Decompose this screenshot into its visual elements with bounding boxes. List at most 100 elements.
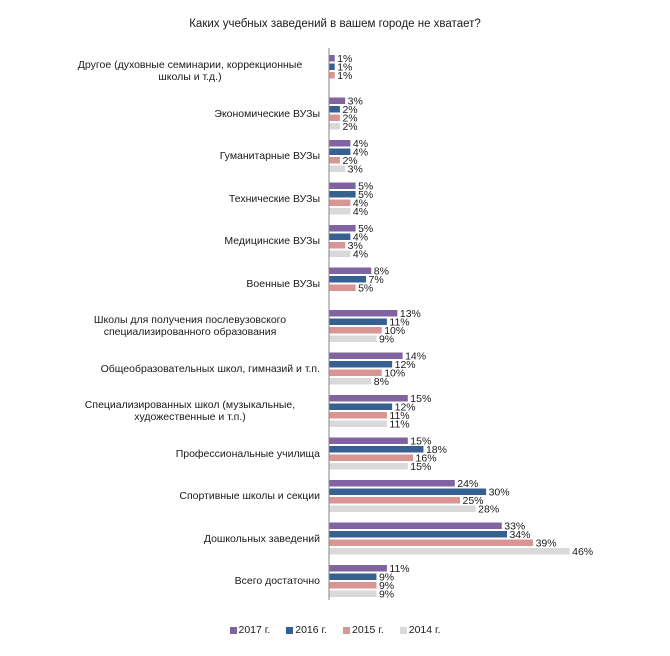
data-label: 34%: [509, 529, 530, 541]
category-label-line: специализированного образования: [103, 326, 277, 338]
data-label: 4%: [353, 249, 368, 261]
category-label-line: Профессиональные училища: [175, 447, 320, 460]
category-label: Специализированных школ (музыкальные, худ…: [70, 399, 310, 423]
data-label: 24%: [457, 478, 478, 490]
category-label-line: Общеобразовательных школ, гимназий и т.п…: [100, 362, 320, 375]
chart-title: Каких учебных заведений в вашем городе н…: [189, 18, 481, 30]
data-label: 1%: [337, 53, 352, 65]
bar: [329, 582, 377, 589]
data-label: 8%: [374, 266, 389, 278]
bar: [329, 97, 346, 104]
data-label: 30%: [489, 487, 510, 499]
category-label: Другое (духовные семинарии, коррекционны…: [70, 59, 310, 83]
category-label-line: Специализированных школ (музыкальные,: [84, 399, 296, 411]
legend-label: 2014 г.: [408, 624, 441, 636]
data-label: 14%: [405, 351, 426, 363]
category-label-line: Спортивные школы и секции: [179, 490, 320, 502]
bar: [329, 454, 414, 461]
data-label: 39%: [536, 538, 557, 550]
data-label: 11%: [389, 563, 409, 575]
data-label: 15%: [410, 436, 431, 448]
bar: [329, 412, 387, 419]
legend-item: 2014 г.: [399, 624, 441, 636]
legend-swatch: [399, 626, 407, 634]
category-label: Экономические ВУЗы: [80, 108, 320, 120]
legend-swatch: [343, 626, 350, 634]
data-label: 3%: [348, 164, 363, 176]
category-label: Спортивные школы и секции: [80, 490, 320, 502]
bar: [329, 267, 372, 274]
data-label: 4%: [353, 147, 368, 159]
category-label-line: художественные и т.п.): [134, 411, 246, 423]
bar: [329, 378, 372, 385]
legend-swatch: [229, 626, 237, 634]
legend-item: 2016 г.: [286, 624, 327, 636]
bar: [329, 140, 351, 147]
bar: [329, 590, 377, 597]
data-label: 5%: [358, 189, 373, 201]
bar: [329, 327, 382, 334]
bar: [329, 480, 455, 487]
bar: [329, 106, 340, 113]
bar: [329, 420, 387, 427]
bar: [329, 199, 351, 206]
bar: [329, 233, 351, 240]
category-label-line: Экономические ВУЗы: [214, 107, 320, 120]
legend-item: 2017 г.: [229, 624, 270, 636]
category-label-line: Всего достаточно: [234, 575, 320, 587]
data-label: 28%: [478, 504, 499, 516]
bar: [329, 352, 403, 359]
bar: [329, 276, 367, 283]
bar: [329, 539, 534, 546]
bar: [329, 463, 408, 470]
data-label: 4%: [353, 206, 368, 218]
data-label: 11%: [389, 419, 409, 431]
bar: [329, 310, 398, 317]
bar: [329, 72, 335, 79]
category-label-line: Школы для получения послевузовского: [93, 314, 287, 326]
data-label: 1%: [337, 62, 352, 74]
category-label: Общеобразовательных школ, гимназий и т.п…: [80, 363, 320, 375]
data-label: 10%: [384, 368, 405, 380]
bar: [329, 63, 335, 70]
bar: [329, 318, 387, 325]
bar: [329, 157, 340, 164]
data-label: 18%: [426, 444, 447, 456]
category-label: Всего достаточно: [80, 575, 320, 587]
bar: [329, 191, 356, 198]
bar: [329, 250, 351, 257]
bar: [329, 437, 408, 444]
data-label: 33%: [504, 521, 525, 533]
category-label-line: Технические ВУЗы: [228, 192, 320, 205]
bar: [329, 182, 356, 189]
bar: [329, 165, 346, 172]
bar: [329, 284, 356, 291]
data-label: 4%: [353, 198, 368, 210]
bar: [329, 446, 424, 453]
bar: [329, 225, 356, 232]
bar: [329, 403, 393, 410]
category-label-line: Дошкольных заведений: [203, 532, 320, 545]
data-label: 5%: [358, 181, 373, 193]
legend: 2017 г. 2016 г. 2015 г. 2014 г.: [0, 624, 670, 636]
data-label: 1%: [337, 70, 352, 82]
bar: [329, 148, 351, 155]
category-label: Гуманитарные ВУЗы: [80, 150, 320, 162]
data-label: 4%: [353, 138, 368, 150]
data-label: 4%: [353, 232, 368, 244]
bar: [329, 531, 507, 538]
category-label: Медицинские ВУЗы: [80, 235, 320, 247]
category-label: Школы для получения послевузовского специ…: [70, 314, 310, 338]
bar: [329, 565, 387, 572]
legend-label: 2016 г.: [295, 624, 327, 636]
data-label: 12%: [395, 402, 416, 414]
data-label: 9%: [379, 580, 394, 592]
category-label: Профессиональные училища: [80, 448, 320, 460]
bar: [329, 497, 460, 504]
data-label: 25%: [463, 495, 484, 507]
data-label: 13%: [400, 308, 421, 320]
data-label: 5%: [358, 283, 373, 295]
data-label: 11%: [389, 317, 409, 329]
legend-swatch: [286, 626, 294, 634]
